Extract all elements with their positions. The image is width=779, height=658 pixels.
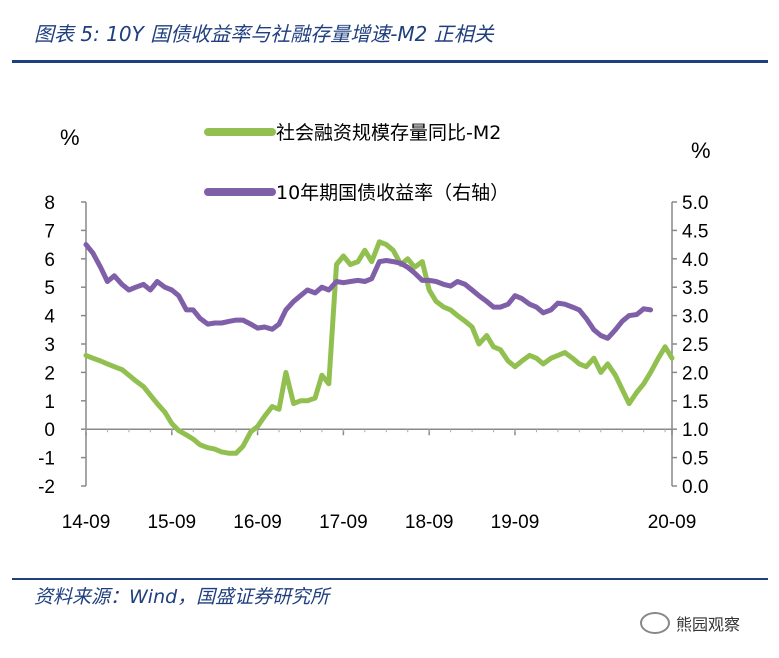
legend-label: 10年期国债收益率（右轴） [276,182,509,204]
source-note: 资料来源：Wind，国盛证券研究所 [34,586,330,608]
left-tick-label: 4 [44,307,55,328]
left-tick-label: 5 [44,278,55,299]
x-tick-label: 16-09 [233,512,282,533]
right-axis-unit: % [691,138,711,163]
series-line-purple [83,242,654,341]
left-tick-label: -2 [38,477,55,498]
right-tick-label: 3.0 [682,307,708,328]
right-tick-label: 4.5 [682,221,708,242]
right-tick-label: 4.0 [682,250,708,271]
left-tick-label: 0 [44,420,55,441]
chart-ticks: 8 7 6 5 4 3 2 1 0 -1 -2% 5.0 4.5 4.0 3.5 3.0 2.5 2.0 1.5 1.… [38,125,710,533]
right-tick-label: 2.5 [682,335,708,356]
left-tick-label: 2 [44,363,55,384]
x-tick-label: 15-09 [147,512,196,533]
series-layer [83,239,675,456]
x-tick-label: 19-09 [491,512,540,533]
x-tick-label: 20-09 [648,512,697,533]
x-tick-label: 18-09 [405,512,454,533]
right-tick-label: 0.5 [682,449,708,470]
right-tick-label: 1.5 [682,392,708,413]
left-axis-unit: % [60,125,80,150]
top-rule [12,60,768,63]
watermark-text: 熊园观察 [676,615,741,634]
left-tick-label: 3 [44,335,55,356]
x-tick-label: 17-09 [319,512,368,533]
wechat-icon [640,612,670,634]
left-tick-label: 8 [44,193,55,214]
watermark: 熊园观察 [640,611,740,635]
right-tick-label: 2.0 [682,363,708,384]
left-tick-label: 7 [44,221,55,242]
line-chart: 8 7 6 5 4 3 2 1 0 -1 -2% 5.0 4.5 4.0 3.5 3.0 2.5 2.0 1.5 1.… [38,122,710,533]
figure-title: 图表 5: 10Y 国债收益率与社融存量增速-M2 正相关 [34,22,494,46]
right-tick-label: 5.0 [682,193,708,214]
chart-legend: 社会融资规模存量同比-M2 10年期国债收益率（右轴） [204,122,509,204]
series-line-green [83,239,675,456]
left-tick-label: 6 [44,250,55,271]
right-tick-label: 0.0 [682,477,708,498]
right-tick-label: 3.5 [682,278,708,299]
bottom-rule [12,578,768,580]
legend-label: 社会融资规模存量同比-M2 [276,122,501,144]
right-tick-label: 1.0 [682,420,708,441]
x-tick-label: 14-09 [62,512,111,533]
left-tick-label: -1 [38,449,55,470]
left-tick-label: 1 [44,392,55,413]
